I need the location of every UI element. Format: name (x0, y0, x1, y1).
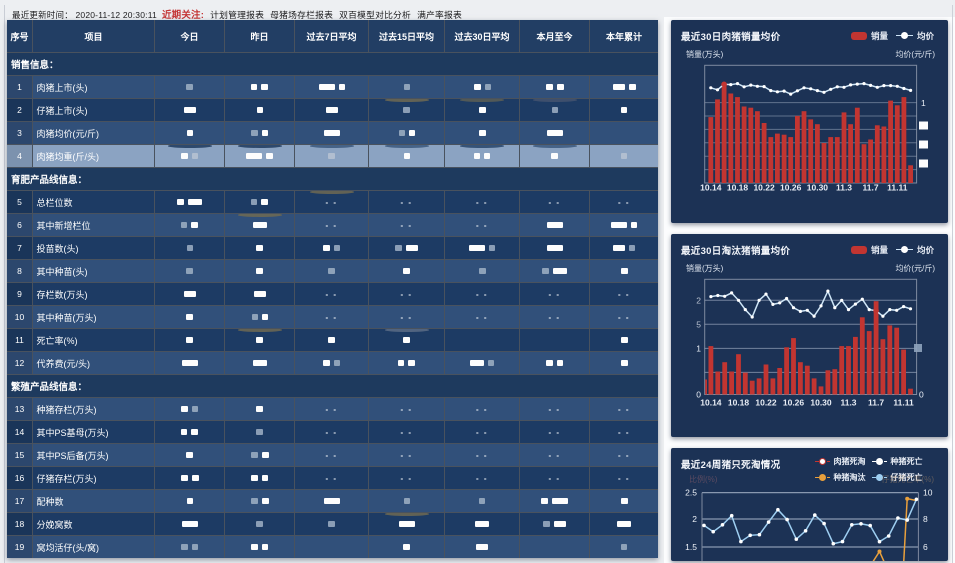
svg-text:10.26: 10.26 (783, 398, 805, 408)
svg-text:11.7: 11.7 (863, 183, 879, 193)
svg-text:2: 2 (692, 514, 697, 524)
svg-text:1: 1 (696, 343, 701, 353)
svg-text:5: 5 (696, 319, 701, 329)
svg-text:0: 0 (919, 390, 924, 400)
svg-text:1: 1 (921, 98, 926, 108)
svg-text:11.11: 11.11 (893, 398, 914, 408)
svg-text:10.22: 10.22 (753, 183, 775, 193)
svg-text:10.22: 10.22 (755, 398, 777, 408)
svg-text:2: 2 (696, 295, 701, 305)
svg-text:10: 10 (923, 488, 933, 498)
svg-text:10.26: 10.26 (780, 183, 802, 193)
svg-text:11.7: 11.7 (868, 398, 884, 408)
svg-text:10.14: 10.14 (700, 398, 722, 408)
svg-text:10.18: 10.18 (727, 183, 749, 193)
svg-text:6: 6 (923, 542, 928, 552)
svg-text:1.5: 1.5 (685, 542, 697, 552)
svg-text:11.3: 11.3 (836, 183, 852, 193)
svg-text:8: 8 (923, 514, 928, 524)
svg-text:10.14: 10.14 (700, 183, 722, 193)
svg-text:10.30: 10.30 (807, 183, 829, 193)
svg-text:2.5: 2.5 (685, 488, 697, 498)
svg-text:10.18: 10.18 (728, 398, 750, 408)
svg-text:11.3: 11.3 (840, 398, 856, 408)
svg-text:0: 0 (696, 390, 701, 400)
svg-text:10.30: 10.30 (810, 398, 832, 408)
svg-text:11.11: 11.11 (887, 183, 908, 193)
